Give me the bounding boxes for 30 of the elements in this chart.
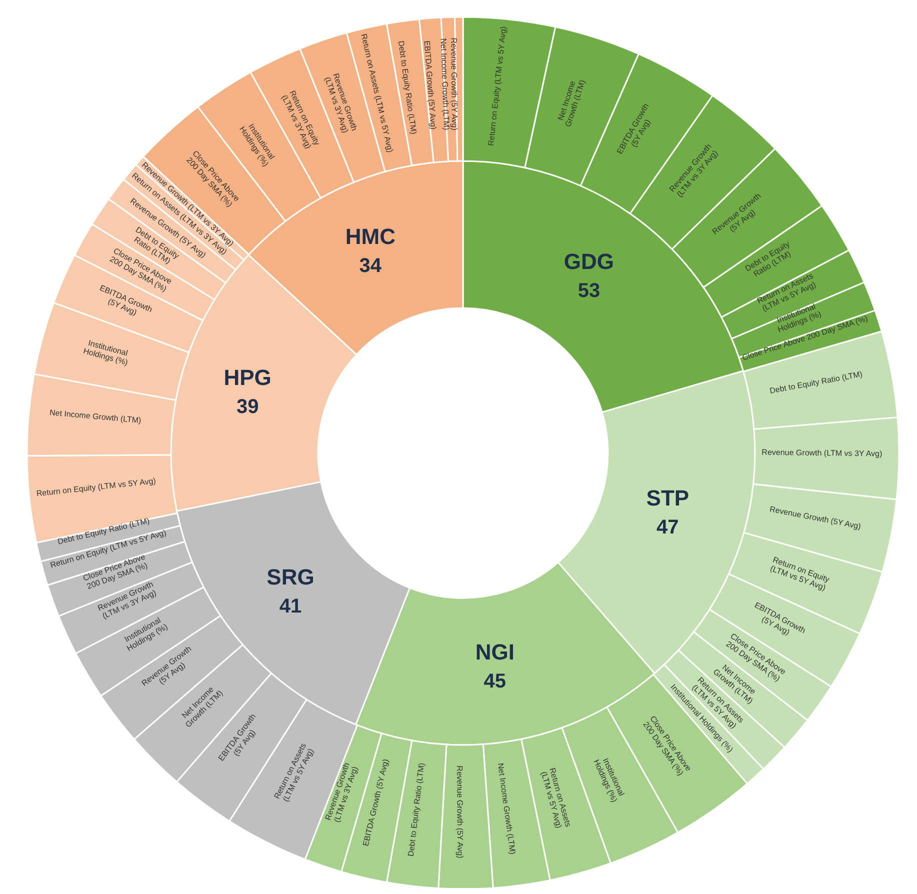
slice-label: Revenue Growth (5Y Avg)	[450, 38, 460, 131]
data-label: 45	[484, 670, 506, 692]
slice-label: NGI	[475, 639, 514, 664]
slice-label: Return on Equity (LTM vs 3Y Avg)	[280, 88, 322, 150]
slice-label: Return on Equity (LTM vs 5Y Avg)	[486, 26, 508, 146]
slice-label: GDG	[564, 249, 614, 274]
slice-label: Revenue Growth (5Y Avg)	[769, 504, 862, 531]
slice-label: Revenue Growth (LTM vs 3Y Avg)	[762, 447, 883, 458]
data-label: 41	[279, 595, 302, 618]
data-label: 34	[359, 254, 382, 277]
slice-label: Return on Assets (LTM vs 5Y Avg)	[540, 766, 574, 830]
slice-label: Revenue Growth (5Y Avg)	[455, 766, 466, 859]
slice-label: Debt to Equity Ratio (LTM)	[768, 369, 864, 395]
slice-label: SRG	[266, 564, 314, 590]
slice-label: STP	[646, 485, 690, 510]
data-label: 53	[578, 280, 600, 302]
slice-label: Net Income Growth (LTM)	[496, 762, 518, 856]
slice-label: EBITDA Growth (5Y Avg)	[360, 758, 390, 847]
slice-label: Debt to Equity Ratio (LTM)	[406, 762, 426, 857]
slice-label: Net Income Growth (LTM)	[49, 408, 142, 425]
slice-label: Return on Equity (LTM vs 5Y Avg)	[769, 554, 831, 592]
slice-label: HPG	[224, 365, 272, 390]
slice-label: Return on Equity (LTM vs 5Y Avg)	[36, 476, 157, 498]
slice-label: Debt to Equity Ratio (LTM)	[396, 40, 419, 136]
slice-label: Net Income Growth (LTM)	[556, 78, 587, 128]
slice-label: HMC	[345, 224, 396, 249]
data-label: 39	[236, 396, 259, 418]
slice-label: EBITDA Growth (5Y Avg)	[422, 40, 438, 130]
slice-label: Return on Assets (LTM vs 5Y Avg)	[360, 32, 396, 154]
data-label: 47	[656, 516, 679, 538]
